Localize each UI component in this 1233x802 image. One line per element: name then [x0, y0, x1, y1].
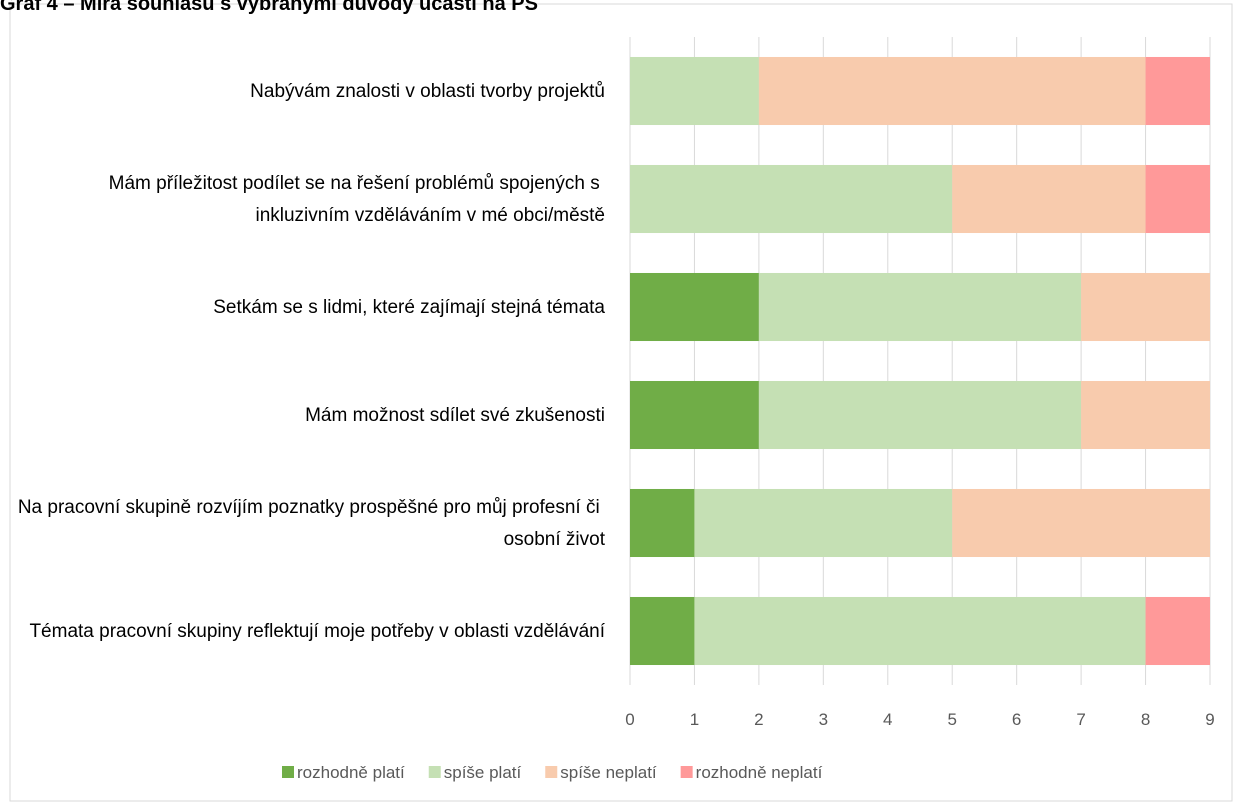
bar-segment: [1145, 596, 1210, 666]
bar-segment: [630, 380, 759, 450]
bar-segment: [694, 488, 953, 558]
bar-segment: [758, 56, 1146, 126]
x-tick-label: 8: [1141, 710, 1150, 729]
legend-label: spíše neplatí: [560, 763, 657, 782]
legend-swatch: [282, 766, 294, 778]
bar-segment: [952, 164, 1146, 234]
legend-swatch: [428, 766, 441, 778]
x-tick-label: 5: [947, 710, 956, 729]
x-tick-label: 6: [1012, 710, 1021, 729]
chart-title: Graf 4 – Míra souhlasu s vybranými důvod…: [0, 0, 538, 15]
bar-segment: [1081, 380, 1210, 450]
y-tick-label: Na pracovní skupině rozvíjím poznatky pr…: [18, 497, 606, 550]
bar-segment: [630, 596, 695, 666]
bar-segment: [758, 272, 1082, 342]
x-tick-label: 2: [754, 710, 763, 729]
y-tick-label: Setkám se s lidmi, které zajímají stejná…: [213, 297, 605, 318]
bar-segment: [1081, 272, 1210, 342]
legend-swatch: [680, 766, 693, 778]
bar-segment: [630, 164, 953, 234]
x-tick-label: 1: [690, 710, 699, 729]
legend-label: rozhodně neplatí: [696, 763, 823, 782]
x-tick-label: 0: [625, 710, 634, 729]
bar-segment: [630, 56, 759, 126]
bar-segment: [630, 272, 759, 342]
legend-swatch: [545, 766, 558, 778]
x-tick-label: 9: [1205, 710, 1214, 729]
bar-segment: [694, 596, 1146, 666]
legend-label: spíše platí: [444, 763, 522, 782]
bar-segment: [952, 488, 1210, 558]
y-tick-label: Mám příležitost podílet se na řešení pro…: [109, 173, 605, 226]
y-tick-label: Témata pracovní skupiny reflektují moje …: [29, 621, 605, 642]
bar-segment: [1145, 56, 1210, 126]
x-tick-label: 4: [883, 710, 892, 729]
legend-label: rozhodně platí: [297, 763, 405, 782]
y-tick-label: Nabývám znalosti v oblasti tvorby projek…: [250, 81, 605, 102]
y-tick-label: Mám možnost sdílet své zkušenosti: [305, 405, 605, 426]
x-tick-label: 3: [819, 710, 828, 729]
bar-segment: [1145, 164, 1210, 234]
x-tick-label: 7: [1076, 710, 1085, 729]
bar-segment: [630, 488, 695, 558]
bar-segment: [758, 380, 1082, 450]
